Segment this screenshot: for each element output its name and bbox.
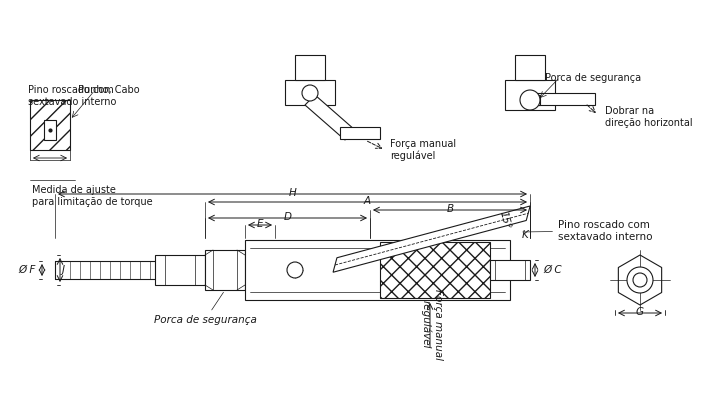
Polygon shape [333,206,530,272]
Bar [44,120,56,140]
Bar [340,127,380,139]
Bar [525,95,540,105]
Text: E: E [257,219,263,229]
Text: B: B [446,204,454,214]
Text: 15°: 15° [498,210,513,230]
Circle shape [287,262,303,278]
Text: K: K [522,230,529,240]
Bar [155,255,205,285]
Circle shape [520,90,540,110]
Bar [295,55,325,80]
Polygon shape [619,255,662,305]
Text: J: J [62,265,65,275]
Text: D: D [284,212,292,222]
Polygon shape [305,95,355,140]
Bar [245,240,510,300]
Bar [490,260,530,280]
Circle shape [627,267,653,293]
Bar [205,250,245,290]
Bar [30,100,70,150]
Text: H: H [289,188,297,198]
Text: A: A [364,196,371,206]
Bar [515,55,545,80]
Circle shape [302,85,318,101]
Bar [285,80,335,105]
Bar [535,93,595,105]
Text: Porca de segurança: Porca de segurança [545,73,641,83]
Text: Força manual
regulável: Força manual regulável [390,139,456,161]
Text: Medida de ajuste
para limitação de torque: Medida de ajuste para limitação de torqu… [32,185,153,207]
Bar [380,242,490,298]
Text: G: G [636,307,644,317]
Circle shape [633,273,647,287]
Bar [505,80,555,110]
Text: Ø C: Ø C [543,265,562,275]
Text: Ø F: Ø F [19,265,36,275]
Text: Porca de segurança: Porca de segurança [153,292,257,325]
Text: Pino roscado com
sextavado interno: Pino roscado com sextavado interno [28,85,116,107]
Text: Força manual
regulável: Força manual regulável [421,289,443,360]
Text: Pino roscado com
sextavado interno: Pino roscado com sextavado interno [523,220,653,242]
Text: Dobrar na
direção horizontal: Dobrar na direção horizontal [605,106,693,128]
Text: Punho, Cabo: Punho, Cabo [78,85,140,95]
